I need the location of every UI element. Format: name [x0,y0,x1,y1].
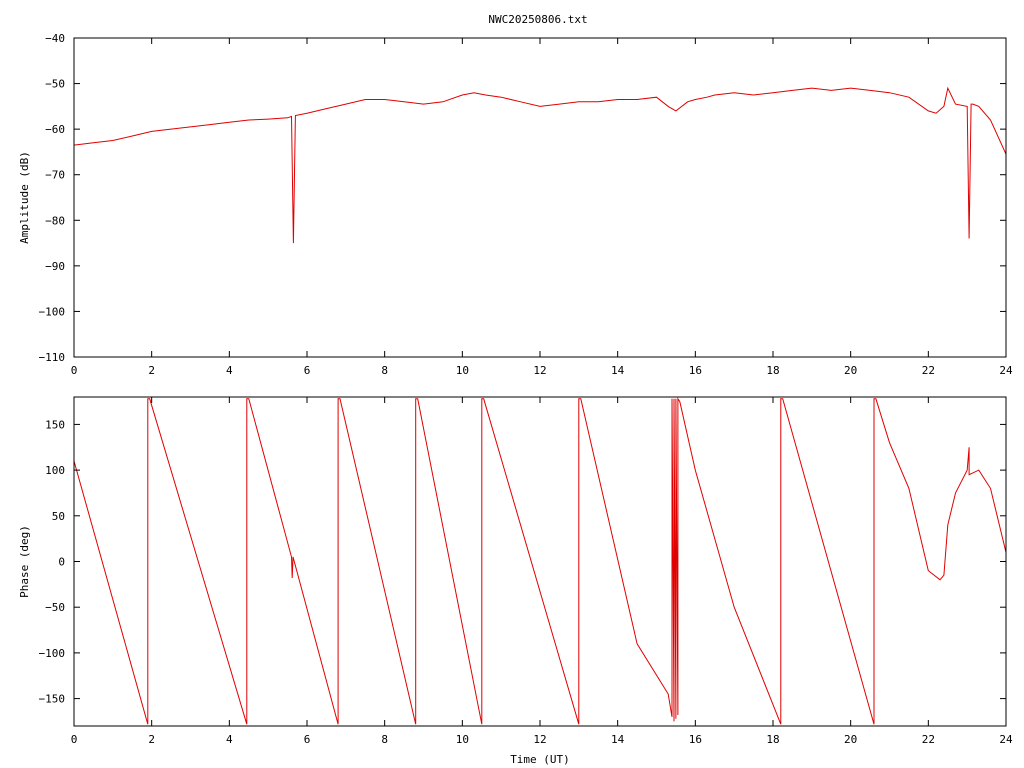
x-tick-label: 8 [381,733,388,746]
x-tick-label: 6 [304,364,311,377]
x-tick-label: 0 [71,733,78,746]
x-tick-label: 16 [689,364,702,377]
series-line-1-0 [73,397,1007,725]
y-axis-label: Phase (deg) [18,525,31,598]
x-tick-label: 22 [922,733,935,746]
y-tick-label: −90 [45,260,65,273]
x-axis-label: Time (UT) [510,753,570,766]
x-tick-label: 18 [766,364,779,377]
y-tick-label: −60 [45,123,65,136]
x-tick-label: 20 [844,733,857,746]
y-tick-label: −40 [45,32,65,45]
y-tick-label: −50 [45,78,65,91]
y-axis-label: Amplitude (dB) [18,151,31,244]
y-tick-label: −150 [39,693,66,706]
x-tick-label: 10 [456,364,469,377]
x-tick-label: 22 [922,364,935,377]
x-tick-label: 14 [611,364,625,377]
x-tick-label: 12 [533,364,546,377]
x-tick-label: 10 [456,733,469,746]
x-tick-label: 6 [304,733,311,746]
x-tick-label: 2 [148,733,155,746]
y-tick-label: 50 [52,510,65,523]
x-tick-label: 18 [766,733,779,746]
y-tick-label: −70 [45,169,65,182]
y-tick-label: 0 [58,556,65,569]
series-line-0-0 [73,86,1007,244]
x-tick-label: 14 [611,733,625,746]
y-tick-label: −110 [39,351,66,364]
x-tick-label: 24 [999,733,1013,746]
x-tick-label: 12 [533,733,546,746]
x-tick-label: 24 [999,364,1013,377]
x-tick-label: 0 [71,364,78,377]
chart-title: NWC20250806.txt [488,13,587,26]
x-tick-label: 8 [381,364,388,377]
x-tick-label: 2 [148,364,155,377]
y-tick-label: −80 [45,214,65,227]
amplitude-panel: 0 2 4 6 8 10 12 14 16 18 20 22 24−40−50−60−70−80−90−… [18,32,1013,377]
x-tick-label: 4 [226,364,233,377]
x-tick-label: 20 [844,364,857,377]
y-tick-label: 100 [45,464,65,477]
y-tick-label: −50 [45,601,65,614]
y-tick-label: 150 [45,418,65,431]
x-tick-label: 16 [689,733,702,746]
y-tick-label: −100 [39,305,66,318]
phase-panel: 0 2 4 6 8 10 12 14 16 18 20 22 24150100500−50−100−15… [18,396,1013,766]
x-tick-label: 4 [226,733,233,746]
y-tick-label: −100 [39,647,66,660]
